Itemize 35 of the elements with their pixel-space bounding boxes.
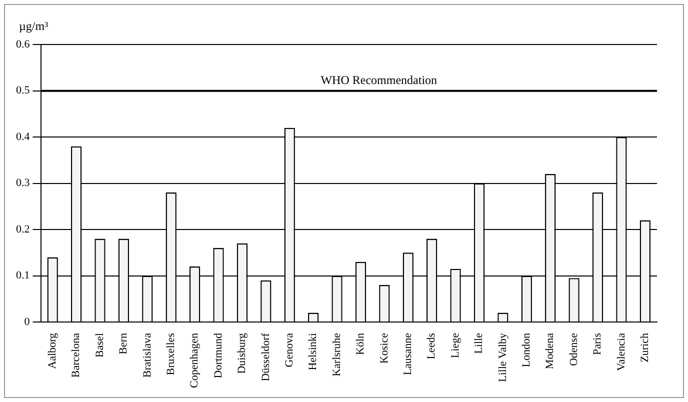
x-tick-label: Odense	[568, 332, 580, 366]
y-axis-title: µg/m³	[19, 19, 48, 34]
x-tick-label: Genova	[284, 332, 296, 368]
y-tick-label: 0.6	[16, 38, 30, 50]
x-tick-label: Copenhagen	[188, 332, 201, 388]
x-tick-label: Lille	[473, 332, 486, 354]
x-tick-label: Paris	[592, 333, 604, 356]
x-tick-label: Lausanne	[402, 332, 414, 376]
x-tick-label: Valencia	[615, 332, 628, 371]
x-tick-label: London	[520, 332, 533, 368]
x-tick-label: Aalborg	[46, 332, 58, 369]
y-tick-label: 0.1	[16, 270, 30, 282]
x-tick-label: Köln	[354, 332, 367, 356]
x-tick-label: Leeds	[426, 333, 438, 360]
x-tick-label: Bern	[118, 332, 130, 354]
x-tick-label: Dortmund	[212, 332, 224, 378]
ref-line-label: WHO Recommendation	[320, 72, 438, 87]
x-tick-label: Zurich	[639, 332, 652, 362]
x-tick-label: Liege	[449, 332, 462, 358]
x-tick-label: Bruxelles	[165, 333, 177, 376]
x-tick-label: Bratislava	[141, 332, 154, 378]
x-tick-label: Modena	[544, 332, 556, 370]
y-tick-label: 0.2	[16, 223, 30, 236]
x-tick-label: Barcelona	[70, 332, 82, 378]
x-tick-label: Basel	[94, 333, 106, 358]
x-tick-label: Lille Valby	[496, 332, 509, 382]
x-tick-label: Karlsruhe	[330, 332, 343, 376]
y-tick-label: 0.5	[16, 84, 30, 97]
y-tick-label: 0.3	[16, 177, 30, 190]
x-tick-label: Kosice	[378, 332, 390, 364]
x-tick-label: Duisburg	[236, 332, 248, 374]
y-tick-label: 0.4	[16, 130, 30, 143]
x-tick-label: Düsseldorf	[260, 332, 272, 382]
x-tick-label: Helsinki	[307, 333, 320, 370]
y-tick-label: 0	[24, 316, 30, 328]
